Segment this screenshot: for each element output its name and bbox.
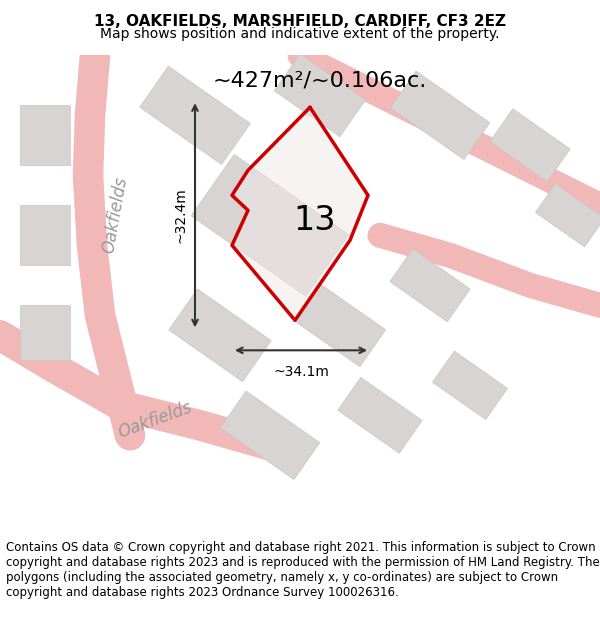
Polygon shape — [535, 184, 600, 247]
Polygon shape — [433, 351, 508, 419]
Polygon shape — [20, 105, 70, 165]
Text: ~427m²/~0.106ac.: ~427m²/~0.106ac. — [213, 70, 427, 90]
Polygon shape — [274, 54, 365, 137]
Text: Contains OS data © Crown copyright and database right 2021. This information is : Contains OS data © Crown copyright and d… — [6, 541, 600, 599]
Polygon shape — [220, 391, 320, 479]
Polygon shape — [338, 378, 422, 453]
Polygon shape — [295, 284, 386, 367]
Polygon shape — [20, 205, 70, 265]
Polygon shape — [20, 305, 70, 360]
Polygon shape — [390, 71, 490, 159]
Text: Map shows position and indicative extent of the property.: Map shows position and indicative extent… — [100, 27, 500, 41]
Text: Oakfields: Oakfields — [100, 176, 131, 255]
Polygon shape — [140, 66, 250, 164]
Polygon shape — [169, 289, 271, 382]
Polygon shape — [390, 249, 470, 322]
Polygon shape — [490, 109, 570, 182]
Text: ~34.1m: ~34.1m — [273, 365, 329, 379]
Text: Oakfields: Oakfields — [116, 399, 194, 442]
Polygon shape — [191, 154, 349, 296]
Polygon shape — [232, 107, 368, 320]
Text: ~32.4m: ~32.4m — [173, 188, 187, 243]
Text: 13, OAKFIELDS, MARSHFIELD, CARDIFF, CF3 2EZ: 13, OAKFIELDS, MARSHFIELD, CARDIFF, CF3 … — [94, 14, 506, 29]
Text: 13: 13 — [294, 204, 336, 237]
